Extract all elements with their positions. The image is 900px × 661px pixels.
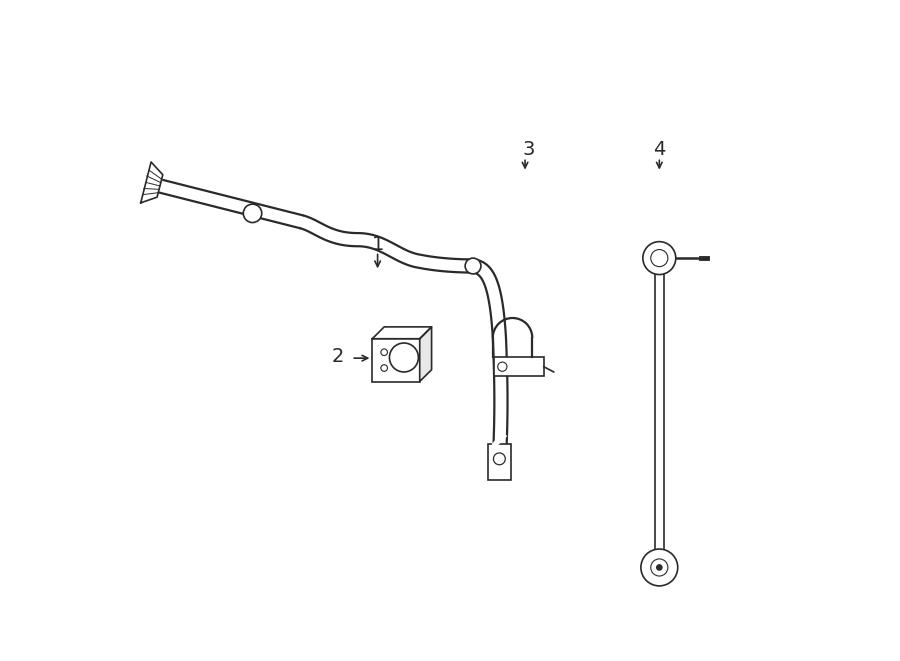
Polygon shape	[300, 215, 473, 272]
Circle shape	[657, 565, 662, 570]
Polygon shape	[144, 176, 303, 228]
Circle shape	[381, 349, 388, 356]
Bar	[373, 338, 419, 381]
Circle shape	[465, 258, 481, 274]
Bar	[488, 444, 511, 481]
Circle shape	[498, 362, 507, 371]
Bar	[494, 358, 544, 376]
Text: 3: 3	[523, 140, 536, 159]
Polygon shape	[140, 162, 163, 203]
Text: 1: 1	[372, 235, 383, 254]
Text: 2: 2	[332, 347, 345, 366]
Circle shape	[641, 549, 678, 586]
Polygon shape	[472, 260, 508, 446]
Circle shape	[381, 365, 388, 371]
Circle shape	[651, 250, 668, 266]
Text: 4: 4	[653, 140, 665, 159]
Circle shape	[243, 204, 262, 223]
Polygon shape	[419, 327, 432, 381]
Circle shape	[643, 242, 676, 274]
Polygon shape	[373, 327, 432, 338]
Circle shape	[390, 343, 418, 372]
Circle shape	[493, 453, 505, 465]
Circle shape	[651, 559, 668, 576]
